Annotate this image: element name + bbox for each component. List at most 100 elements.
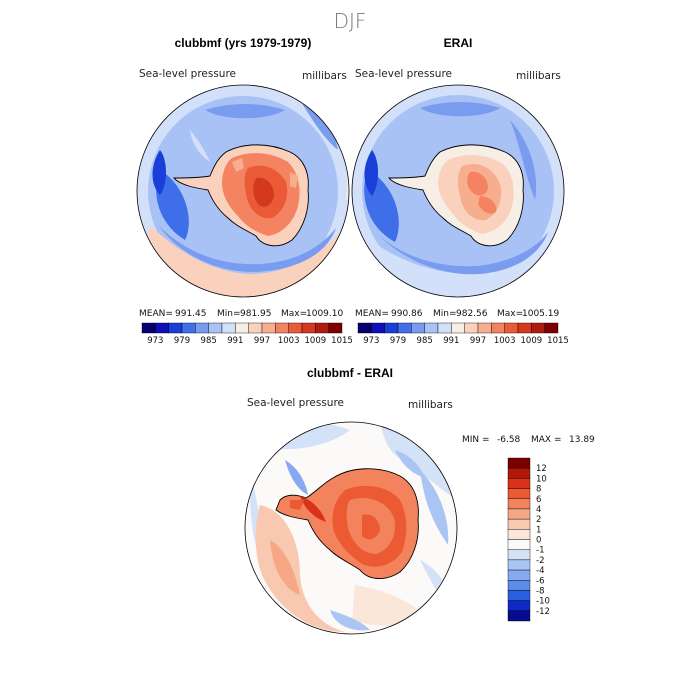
colorbar-0-swatch	[195, 322, 209, 334]
colorbar-1-swatch	[357, 322, 372, 334]
colorbar-1-tick-label: 997	[470, 336, 486, 346]
colorbar-1-swatch	[504, 322, 519, 334]
panel-diff-variable: Sea-level pressure	[247, 397, 344, 409]
colorbar-2-tick-label: 8	[536, 485, 541, 495]
colorbar-1-tick-label: 979	[390, 336, 406, 346]
colorbar-1-tick-label: 1015	[547, 336, 569, 346]
colorbar-2-swatch	[507, 549, 531, 561]
colorbar-2-swatch	[507, 569, 531, 581]
panel-model-units: millibars	[302, 70, 347, 82]
colorbar-0-tick-label: 973	[147, 336, 163, 346]
colorbar-0-tick-label: 991	[227, 336, 243, 346]
colorbar-1-swatch	[411, 322, 425, 334]
colorbar-0-swatch	[181, 322, 196, 334]
colorbar-0-swatch	[155, 322, 169, 334]
colorbar-2-swatch	[507, 610, 531, 622]
panel-erai-colorbar: 973 979 985 991 997 1003 1009 1015	[357, 322, 569, 346]
colorbar-2-tick-label: 0	[536, 536, 541, 546]
panel-erai-units: millibars	[516, 70, 561, 82]
colorbar-2-swatch	[507, 467, 531, 479]
panel-diff-map	[245, 422, 457, 634]
colorbar-1-tick-label: 1009	[521, 336, 543, 346]
panel-model-max-label: Max=	[281, 309, 307, 319]
colorbar-0-swatch	[261, 322, 276, 334]
figure-title: DJF	[334, 9, 367, 33]
panel-model-stats: MEAN= 991.45 Min= 981.95 Max= 1009.10	[139, 309, 343, 319]
panel-erai-min: 982.56	[456, 309, 488, 319]
panel-model-min: 981.95	[240, 309, 272, 319]
panel-model-map	[137, 85, 349, 297]
colorbar-2-tick-label: 2	[536, 515, 541, 525]
panel-erai-min-label: Min=	[433, 309, 457, 319]
colorbar-1-swatch	[491, 322, 505, 334]
colorbar-1-swatch	[477, 322, 492, 334]
panel-erai-max: 1005.19	[522, 309, 559, 319]
colorbar-2-tick-label: -2	[536, 556, 544, 566]
colorbar-2-swatch	[507, 580, 531, 591]
panel-erai-mean: 990.86	[391, 309, 423, 319]
panel-erai-variable: Sea-level pressure	[355, 68, 452, 80]
colorbar-2-tick-label: 1	[536, 525, 541, 535]
panel-diff: clubbmf - ERAI Sea-level pressure millib…	[244, 366, 595, 635]
colorbar-2-swatch	[507, 559, 531, 571]
colorbar-1-swatch	[424, 322, 439, 334]
panel-model-title: clubbmf (yrs 1979-1979)	[175, 36, 312, 50]
colorbar-0-swatch	[301, 322, 316, 334]
colorbar-2-swatch	[507, 498, 531, 510]
colorbar-0-swatch	[275, 322, 289, 334]
panel-diff-stats: MIN = -6.58 MAX = 13.89	[462, 435, 595, 445]
colorbar-1-tick-label: 973	[363, 336, 379, 346]
panel-erai-mean-label: MEAN=	[355, 309, 389, 319]
panel-model-variable: Sea-level pressure	[139, 68, 236, 80]
colorbar-1-swatch	[384, 322, 399, 334]
panel-erai-map	[352, 85, 564, 297]
panel-model-colorbar: 973 979 985 991 997 1003 1009 1015	[141, 322, 353, 346]
colorbar-1-tick-label: 991	[443, 336, 459, 346]
colorbar-2-tick-label: -12	[536, 607, 550, 617]
panel-diff-title: clubbmf - ERAI	[307, 366, 393, 380]
panel-diff-min-label: MIN =	[462, 435, 490, 445]
colorbar-2-tick-label: -10	[536, 597, 550, 607]
colorbar-2-tick-label: -6	[536, 576, 544, 586]
colorbar-2-swatch	[507, 529, 531, 540]
colorbar-0-swatch	[328, 322, 343, 334]
colorbar-0-tick-label: 985	[201, 336, 217, 346]
colorbar-1-swatch	[371, 322, 385, 334]
panel-model: clubbmf (yrs 1979-1979) Sea-level pressu…	[136, 36, 350, 298]
panel-model-max: 1009.10	[306, 309, 343, 319]
panel-model-mean: 991.45	[175, 309, 207, 319]
panel-diff-max-label: MAX =	[531, 435, 562, 445]
colorbar-0-swatch	[288, 322, 303, 334]
panel-erai: ERAI Sea-level pressure millibars	[351, 36, 565, 298]
panel-diff-units: millibars	[408, 399, 453, 411]
panel-erai-title: ERAI	[444, 36, 473, 50]
colorbar-2-tick-label: 12	[536, 464, 547, 474]
colorbar-0-swatch	[168, 322, 183, 334]
colorbar-2-tick-label: -4	[536, 566, 544, 576]
colorbar-0-swatch	[208, 322, 223, 334]
colorbar-0-tick-label: 1015	[331, 336, 353, 346]
colorbar-2-swatch	[507, 478, 531, 489]
colorbar-0-tick-label: 997	[254, 336, 270, 346]
colorbar-1-swatch	[517, 322, 532, 334]
colorbar-2-swatch	[507, 508, 531, 520]
colorbar-2-tick-label: 10	[536, 474, 547, 484]
colorbar-1-swatch	[397, 322, 412, 334]
colorbar-0-swatch	[141, 322, 156, 334]
colorbar-1-tick-label: 985	[417, 336, 433, 346]
colorbar-2-tick-label: 6	[536, 495, 541, 505]
colorbar-2-tick-label: -1	[536, 546, 544, 556]
colorbar-0-tick-label: 1003	[278, 336, 300, 346]
colorbar-1-tick-label: 1003	[494, 336, 516, 346]
colorbar-1-swatch	[544, 322, 559, 334]
colorbar-0-swatch	[315, 322, 329, 334]
panel-erai-max-label: Max=	[497, 309, 523, 319]
panel-diff-min: -6.58	[497, 435, 521, 445]
colorbar-2-swatch	[507, 600, 531, 612]
colorbar-1-swatch	[451, 322, 465, 334]
colorbar-2-swatch	[507, 488, 531, 499]
panel-erai-stats: MEAN= 990.86 Min= 982.56 Max= 1005.19	[355, 309, 559, 319]
colorbar-2-swatch	[507, 539, 531, 550]
panel-model-mean-label: MEAN=	[139, 309, 173, 319]
